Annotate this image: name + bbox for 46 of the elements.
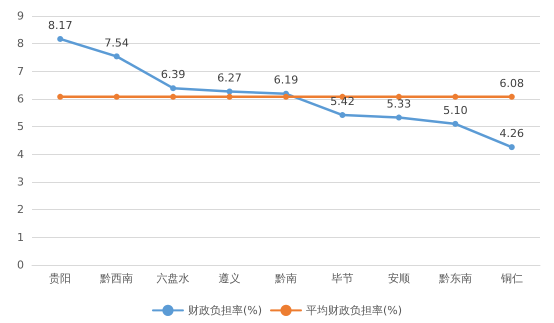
y-tick-label: 0 (17, 258, 24, 272)
data-label: 6.39 (160, 68, 186, 82)
x-tick-label: 遵义 (218, 272, 241, 285)
data-label: 8.17 (48, 18, 72, 32)
point (452, 94, 458, 100)
point (396, 114, 402, 121)
y-tick-label: 8 (17, 37, 24, 50)
data-label: 5.42 (330, 95, 355, 108)
point (226, 88, 233, 95)
data-label: 6.19 (274, 74, 298, 87)
x-tick-label: 铜仁 (500, 272, 523, 285)
data-label: 5.33 (386, 98, 412, 111)
y-tick-label: 4 (17, 148, 24, 161)
data-label: 4.26 (500, 127, 524, 140)
legend-label: 平均财政负担率(%) (306, 304, 402, 317)
y-tick-label: 5 (17, 120, 24, 134)
point (57, 36, 64, 42)
point (508, 144, 515, 150)
point (508, 94, 515, 100)
data-label: 6.08 (500, 76, 524, 90)
point (283, 94, 289, 100)
x-tick-label: 黔西南 (99, 272, 134, 285)
x-tick-label: 黔东南 (438, 272, 472, 285)
point (114, 53, 120, 60)
point (170, 85, 176, 92)
x-tick-label: 毕节 (331, 272, 354, 285)
point (226, 94, 233, 100)
y-tick-label: 9 (17, 10, 24, 22)
data-label: 6.27 (217, 72, 242, 85)
legend-label: 财政负担率(%) (188, 304, 262, 317)
point (170, 94, 176, 100)
data-label: 7.54 (104, 36, 129, 50)
y-tick-label: 1 (17, 230, 24, 244)
point (114, 94, 120, 100)
x-tick-label: 黔南 (274, 272, 297, 285)
data-label: 5.10 (443, 104, 468, 117)
x-tick-label: 六盘水 (156, 272, 190, 285)
point (452, 120, 458, 127)
y-tick-label: 2 (17, 203, 24, 216)
y-tick-label: 6 (17, 92, 24, 106)
x-tick-label: 贵阳 (49, 272, 72, 285)
x-tick-label: 安顺 (388, 272, 410, 285)
y-tick-label: 7 (17, 64, 24, 78)
point (339, 112, 346, 118)
point (57, 94, 64, 100)
y-tick-label: 3 (17, 176, 24, 188)
